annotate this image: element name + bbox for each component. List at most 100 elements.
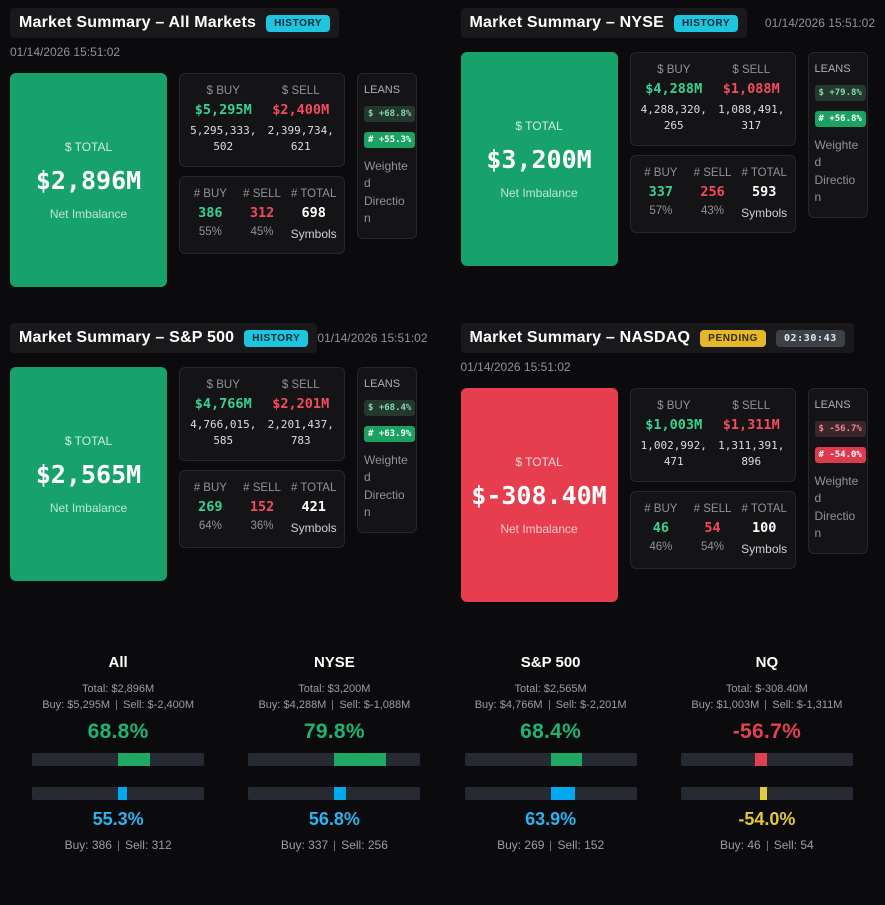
dollar-sell-text: Sell: $-2,201M [555, 699, 627, 711]
dollar-lean-bar [248, 753, 421, 766]
dollar-sell-text: Sell: $-2,400M [123, 699, 195, 711]
timestamp: 01/14/2026 15:51:02 [764, 16, 875, 30]
dollar-sell-label: $ SELL [732, 400, 771, 412]
count-buy-value: 269 [198, 498, 223, 515]
net-imbalance-caption: Net Imbalance [500, 185, 578, 200]
count-total-cell: # TOTAL 698 Symbols [290, 188, 337, 242]
dollar-sell-cell: $ SELL $1,088M 1,088,491,317 [715, 64, 788, 134]
dollar-sell-detail: 2,201,437,783 [267, 418, 334, 447]
dollar-buy-label: $ BUY [206, 379, 240, 391]
count-lean-percent: -54.0% [738, 809, 796, 829]
count-stats-box: # BUY 269 64% # SELL 152 36% # TOTAL 421… [179, 469, 345, 549]
count-total-label: # TOTAL [741, 166, 787, 179]
dollar-stats-box: $ BUY $4,288M 4,288,320,265 $ SELL $1,08… [629, 52, 796, 146]
count-lean-bar [248, 787, 421, 800]
dashboard: Market Summary – All Markets HISTORY 01/… [10, 8, 875, 856]
panel-header: Market Summary – All Markets HISTORY 01/… [10, 8, 425, 59]
total-label: $ TOTAL [515, 118, 563, 133]
panel-body: $ TOTAL $-308.40M Net Imbalance $ BUY $1… [460, 388, 876, 602]
dollar-lean-bar-segment [550, 753, 583, 766]
dollar-buy-sell-line: Buy: $4,766M Sell: $-2,201M [443, 699, 659, 711]
total-label: $ TOTAL [515, 454, 563, 469]
count-lean-badge: # +55.3% [364, 132, 416, 148]
count-lean-badge: # +56.8% [814, 111, 866, 127]
panel-title-group: Market Summary – NASDAQ PENDING 02:30:43 [460, 323, 854, 353]
dollar-buy-text: Buy: $4,766M [474, 699, 543, 711]
count-sell-text: Sell: 54 [773, 838, 814, 852]
dollar-buy-cell: $ BUY $5,295M 5,295,333,502 [187, 85, 260, 155]
count-buy-label: # BUY [193, 481, 227, 494]
divider [116, 700, 118, 711]
dollar-lean-bar [680, 753, 853, 766]
count-sell-value: 152 [249, 498, 275, 515]
symbols-caption: Symbols [290, 226, 337, 241]
count-sell-text: Sell: 256 [341, 838, 388, 852]
total-label: $ TOTAL [64, 139, 113, 154]
dollar-lean-percent: 79.8% [303, 720, 365, 743]
dollar-sell-detail: 1,311,391,896 [718, 439, 785, 468]
leans-box: LEANS $ +68.8% # +55.3% Weighted Directi… [357, 73, 417, 239]
total-line: Total: $2,896M [82, 683, 155, 695]
market-summary-panel: Market Summary – All Markets HISTORY 01/… [10, 8, 425, 287]
countdown-timer-badge: 02:30:43 [775, 329, 845, 347]
dollar-lean-bar [464, 753, 637, 766]
panel-header: Market Summary – NASDAQ PENDING 02:30:43… [460, 323, 876, 374]
stats-column: $ BUY $5,295M 5,295,333,502 $ SELL $2,40… [179, 73, 345, 255]
net-imbalance-value: $3,200M [486, 144, 592, 174]
stats-column: $ BUY $4,288M 4,288,320,265 $ SELL $1,08… [629, 52, 796, 234]
count-sell-percent: 36% [250, 519, 274, 532]
market-summary-panel: Market Summary – S&P 500 HISTORY 01/14/2… [10, 323, 428, 602]
net-imbalance-caption: Net Imbalance [49, 500, 128, 515]
leans-label: LEANS [814, 399, 851, 411]
count-buy-sell-line: Buy: 337 Sell: 256 [226, 838, 442, 852]
count-total-cell: # TOTAL 593 Symbols [741, 167, 788, 221]
divider [766, 840, 768, 851]
panel-body: $ TOTAL $3,200M Net Imbalance $ BUY $4,2… [460, 52, 876, 266]
market-comparison-strip: All Total: $2,896M Buy: $5,295M Sell: $-2… [10, 654, 875, 856]
count-buy-value: 46 [652, 519, 669, 536]
market-comparison-column: S&P 500 Total: $2,565M Buy: $4,766M Sell:… [443, 654, 659, 856]
dollar-buy-detail: 4,766,015,585 [190, 418, 257, 447]
dollar-lean-badge: $ -56.7% [814, 421, 866, 437]
count-sell-cell: # SELL 152 36% [239, 482, 286, 536]
count-sell-label: # SELL [693, 166, 732, 179]
dollar-sell-cell: $ SELL $2,201M 2,201,437,783 [265, 379, 338, 449]
count-sell-value: 312 [249, 204, 275, 221]
dollar-lean-badge: $ +68.8% [364, 106, 416, 122]
panel-title-group: Market Summary – S&P 500 HISTORY [10, 323, 318, 353]
market-summary-grid: Market Summary – All Markets HISTORY 01/… [10, 8, 875, 602]
count-buy-text: Buy: 46 [720, 838, 761, 852]
dollar-buy-label: $ BUY [657, 64, 691, 76]
count-lean-bar-segment [118, 787, 128, 800]
divider [550, 840, 552, 851]
dollar-lean-percent: 68.4% [520, 720, 582, 743]
count-buy-sell-line: Buy: 386 Sell: 312 [10, 838, 226, 852]
count-total-cell: # TOTAL 100 Symbols [741, 503, 788, 557]
net-imbalance-card: $ TOTAL $3,200M Net Imbalance [460, 52, 618, 266]
count-sell-cell: # SELL 54 54% [689, 503, 736, 557]
count-lean-bar [464, 787, 637, 800]
weighted-direction-caption: Weighted Direction [364, 159, 408, 226]
symbols-caption: Symbols [290, 520, 337, 535]
market-comparison-column: All Total: $2,896M Buy: $5,295M Sell: $-2… [10, 654, 226, 856]
dollar-buy-text: Buy: $4,288M [258, 699, 327, 711]
panel-title: Market Summary – S&P 500 [19, 329, 235, 346]
market-summary-panel: Market Summary – NASDAQ PENDING 02:30:43… [460, 323, 876, 602]
count-sell-value: 54 [704, 519, 721, 536]
status-badge: HISTORY [266, 14, 331, 32]
count-sell-label: # SELL [243, 481, 281, 494]
count-total-value: 421 [301, 498, 326, 515]
dollar-sell-cell: $ SELL $1,311M 1,311,391,896 [715, 400, 788, 470]
count-buy-percent: 64% [198, 519, 222, 532]
dollar-stats-box: $ BUY $4,766M 4,766,015,585 $ SELL $2,20… [179, 367, 345, 461]
dollar-sell-detail: 2,399,734,621 [267, 124, 334, 153]
panel-header: Market Summary – NYSE HISTORY 01/14/2026… [460, 8, 875, 38]
count-total-label: # TOTAL [290, 481, 337, 494]
dollar-buy-value: $4,766M [194, 396, 252, 412]
count-buy-percent: 57% [649, 204, 673, 217]
count-buy-sell-line: Buy: 46 Sell: 54 [659, 838, 875, 852]
dollar-lean-bar-segment [118, 753, 151, 766]
panel-header: Market Summary – S&P 500 HISTORY 01/14/2… [10, 323, 428, 353]
count-buy-text: Buy: 337 [280, 838, 329, 852]
market-summary-panel: Market Summary – NYSE HISTORY 01/14/2026… [460, 8, 876, 287]
